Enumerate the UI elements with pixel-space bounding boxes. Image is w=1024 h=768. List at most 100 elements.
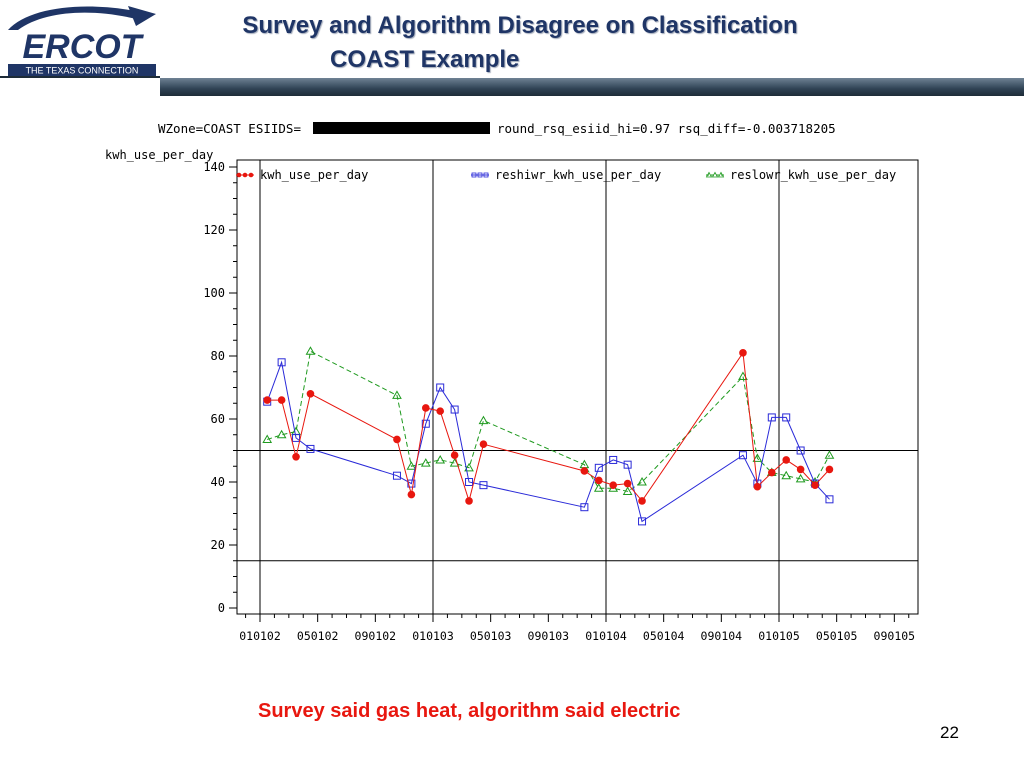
data-point: [420, 458, 431, 467]
data-point: [292, 453, 300, 461]
chart-title-prefix: WZone=COAST ESIIDS=: [158, 121, 301, 136]
data-point: [623, 479, 632, 488]
data-point: [738, 371, 748, 380]
series-group: [262, 346, 835, 526]
page-number: 22: [940, 723, 959, 742]
data-point: [392, 471, 401, 480]
data-point: [450, 451, 459, 460]
data-point: [277, 396, 286, 404]
x-tick-label: 050102: [297, 629, 339, 643]
legend-marker: [711, 171, 719, 178]
legend-marker: [242, 172, 248, 178]
reference-lines: [237, 160, 918, 614]
legend: kwh_use_per_day reshiwr_kwh_use_per_day re…: [236, 168, 896, 182]
y-axis: 0 20 40 60 80 100 120 140: [203, 160, 237, 615]
data-point: [306, 390, 315, 398]
x-axis: 010102 050102 090102 010103 050103 090103 0101…: [239, 614, 915, 643]
data-point: [305, 346, 316, 355]
x-tick-label: 090105: [874, 629, 916, 643]
data-point: [767, 413, 776, 422]
x-tick-label: 010103: [412, 629, 454, 643]
x-tick-label: 090104: [701, 629, 743, 643]
data-point: [479, 440, 488, 449]
data-point: [392, 390, 402, 399]
data-point: [594, 463, 603, 472]
logo-tagline: THE TEXAS CONNECTION: [26, 66, 139, 76]
data-point: [824, 450, 835, 459]
slide-title: Survey and Algorithm Disagree on Classif…: [242, 12, 798, 39]
chart: WZone=COAST ESIIDS= round_rsq_esiid_hi=0…: [105, 121, 919, 643]
data-point: [276, 429, 287, 439]
series-reslowr_kwh_use_per_day: [262, 346, 835, 495]
data-point: [292, 433, 301, 442]
legend-marker: [236, 172, 242, 178]
data-point: [753, 482, 762, 491]
y-tick-label: 20: [211, 538, 225, 552]
data-point: [781, 470, 792, 480]
legend-marker: [477, 172, 483, 178]
y-tick-label: 40: [211, 475, 225, 489]
data-point: [609, 481, 618, 489]
x-tick-label: 090102: [355, 629, 397, 643]
y-tick-label: 100: [203, 286, 225, 300]
data-point: [782, 413, 791, 422]
legend-label: reshiwr_kwh_use_per_day: [495, 168, 661, 182]
y-tick-label: 120: [203, 223, 225, 237]
data-point: [435, 454, 446, 464]
data-point: [393, 435, 401, 444]
legend-marker: [471, 172, 477, 178]
data-point: [811, 481, 819, 489]
header-rule: [0, 76, 160, 78]
ercot-logo: ERCOT THE TEXAS CONNECTION: [0, 0, 160, 78]
series-line: [267, 350, 830, 492]
redacted-esiid: [313, 122, 490, 134]
legend-marker: [483, 172, 489, 178]
y-tick-label: 60: [211, 412, 225, 426]
data-point: [752, 453, 763, 462]
data-point: [465, 497, 473, 505]
data-point: [637, 476, 647, 486]
data-point: [738, 451, 747, 460]
series-reshiwr_kwh_use_per_day: [263, 358, 834, 526]
data-point: [436, 383, 445, 392]
data-point: [594, 476, 603, 485]
data-point: [825, 495, 834, 504]
x-tick-label: 050105: [816, 629, 858, 643]
caption: Survey said gas heat, algorithm said ele…: [258, 700, 681, 722]
data-point: [739, 349, 747, 357]
legend-label: reslowr_kwh_use_per_day: [730, 168, 896, 182]
data-point: [638, 517, 647, 526]
logo-wordmark: ERCOT: [23, 28, 145, 66]
data-point: [421, 419, 430, 428]
data-point: [622, 486, 633, 495]
data-point: [825, 465, 834, 474]
data-point: [465, 478, 474, 486]
series-kwh_use_per_day: [263, 349, 834, 505]
data-point: [478, 415, 489, 425]
data-point: [407, 490, 416, 499]
data-point: [796, 465, 805, 474]
x-tick-label: 010104: [585, 629, 627, 643]
chart-title-suffix: round_rsq_esiid_hi=0.97 rsq_diff=-0.0037…: [497, 121, 836, 136]
data-point: [623, 460, 632, 469]
data-point: [421, 404, 430, 412]
plot-frame: [236, 159, 919, 615]
data-point: [406, 461, 417, 470]
data-point: [262, 434, 273, 443]
data-point: [464, 462, 474, 472]
y-axis-label: kwh_use_per_day: [105, 148, 213, 162]
data-point: [580, 467, 589, 475]
data-point: [277, 358, 286, 367]
data-point: [580, 503, 589, 512]
series-line: [266, 360, 830, 523]
series-line: [267, 351, 830, 503]
data-point: [782, 456, 791, 464]
data-point: [436, 407, 445, 415]
data-point: [795, 473, 806, 483]
x-tick-label: 090103: [528, 629, 570, 643]
data-point: [407, 479, 416, 488]
legend-marker: [248, 172, 254, 178]
data-point: [263, 396, 272, 404]
data-point: [306, 444, 315, 453]
y-tick-label: 140: [203, 160, 225, 174]
